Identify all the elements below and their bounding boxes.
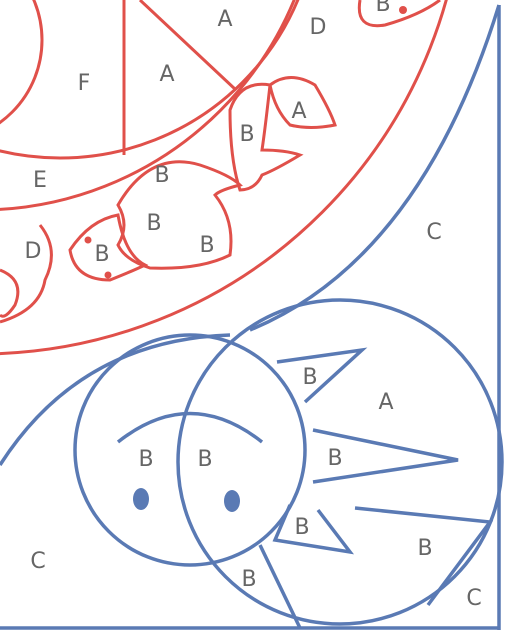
region-label: D: [310, 15, 327, 40]
region-label: C: [426, 220, 441, 245]
region-label: F: [78, 71, 91, 96]
region-label: B: [294, 515, 309, 540]
region-label: B: [241, 567, 256, 592]
region-label: D: [25, 239, 42, 264]
region-label: B: [375, 0, 390, 17]
region-label: C: [30, 549, 45, 574]
region-label: A: [291, 99, 306, 124]
region-label: B: [239, 122, 254, 147]
region-label: B: [154, 163, 169, 188]
red-outline: [0, 0, 464, 354]
region-label: B: [146, 211, 161, 236]
region-label: B: [197, 447, 212, 472]
region-label: B: [417, 536, 432, 561]
region-label: B: [327, 446, 342, 471]
coloring-page: BADFAABEBBBDBCBABBBBBCBC: [0, 0, 507, 630]
region-label: B: [302, 365, 317, 390]
region-label: B: [138, 447, 153, 472]
region-label: A: [378, 390, 393, 415]
region-label: E: [33, 168, 47, 193]
region-label: A: [159, 62, 174, 87]
region-label: B: [199, 233, 214, 258]
region-label: C: [466, 586, 481, 611]
region-label: B: [94, 242, 109, 267]
region-label: A: [217, 7, 232, 32]
